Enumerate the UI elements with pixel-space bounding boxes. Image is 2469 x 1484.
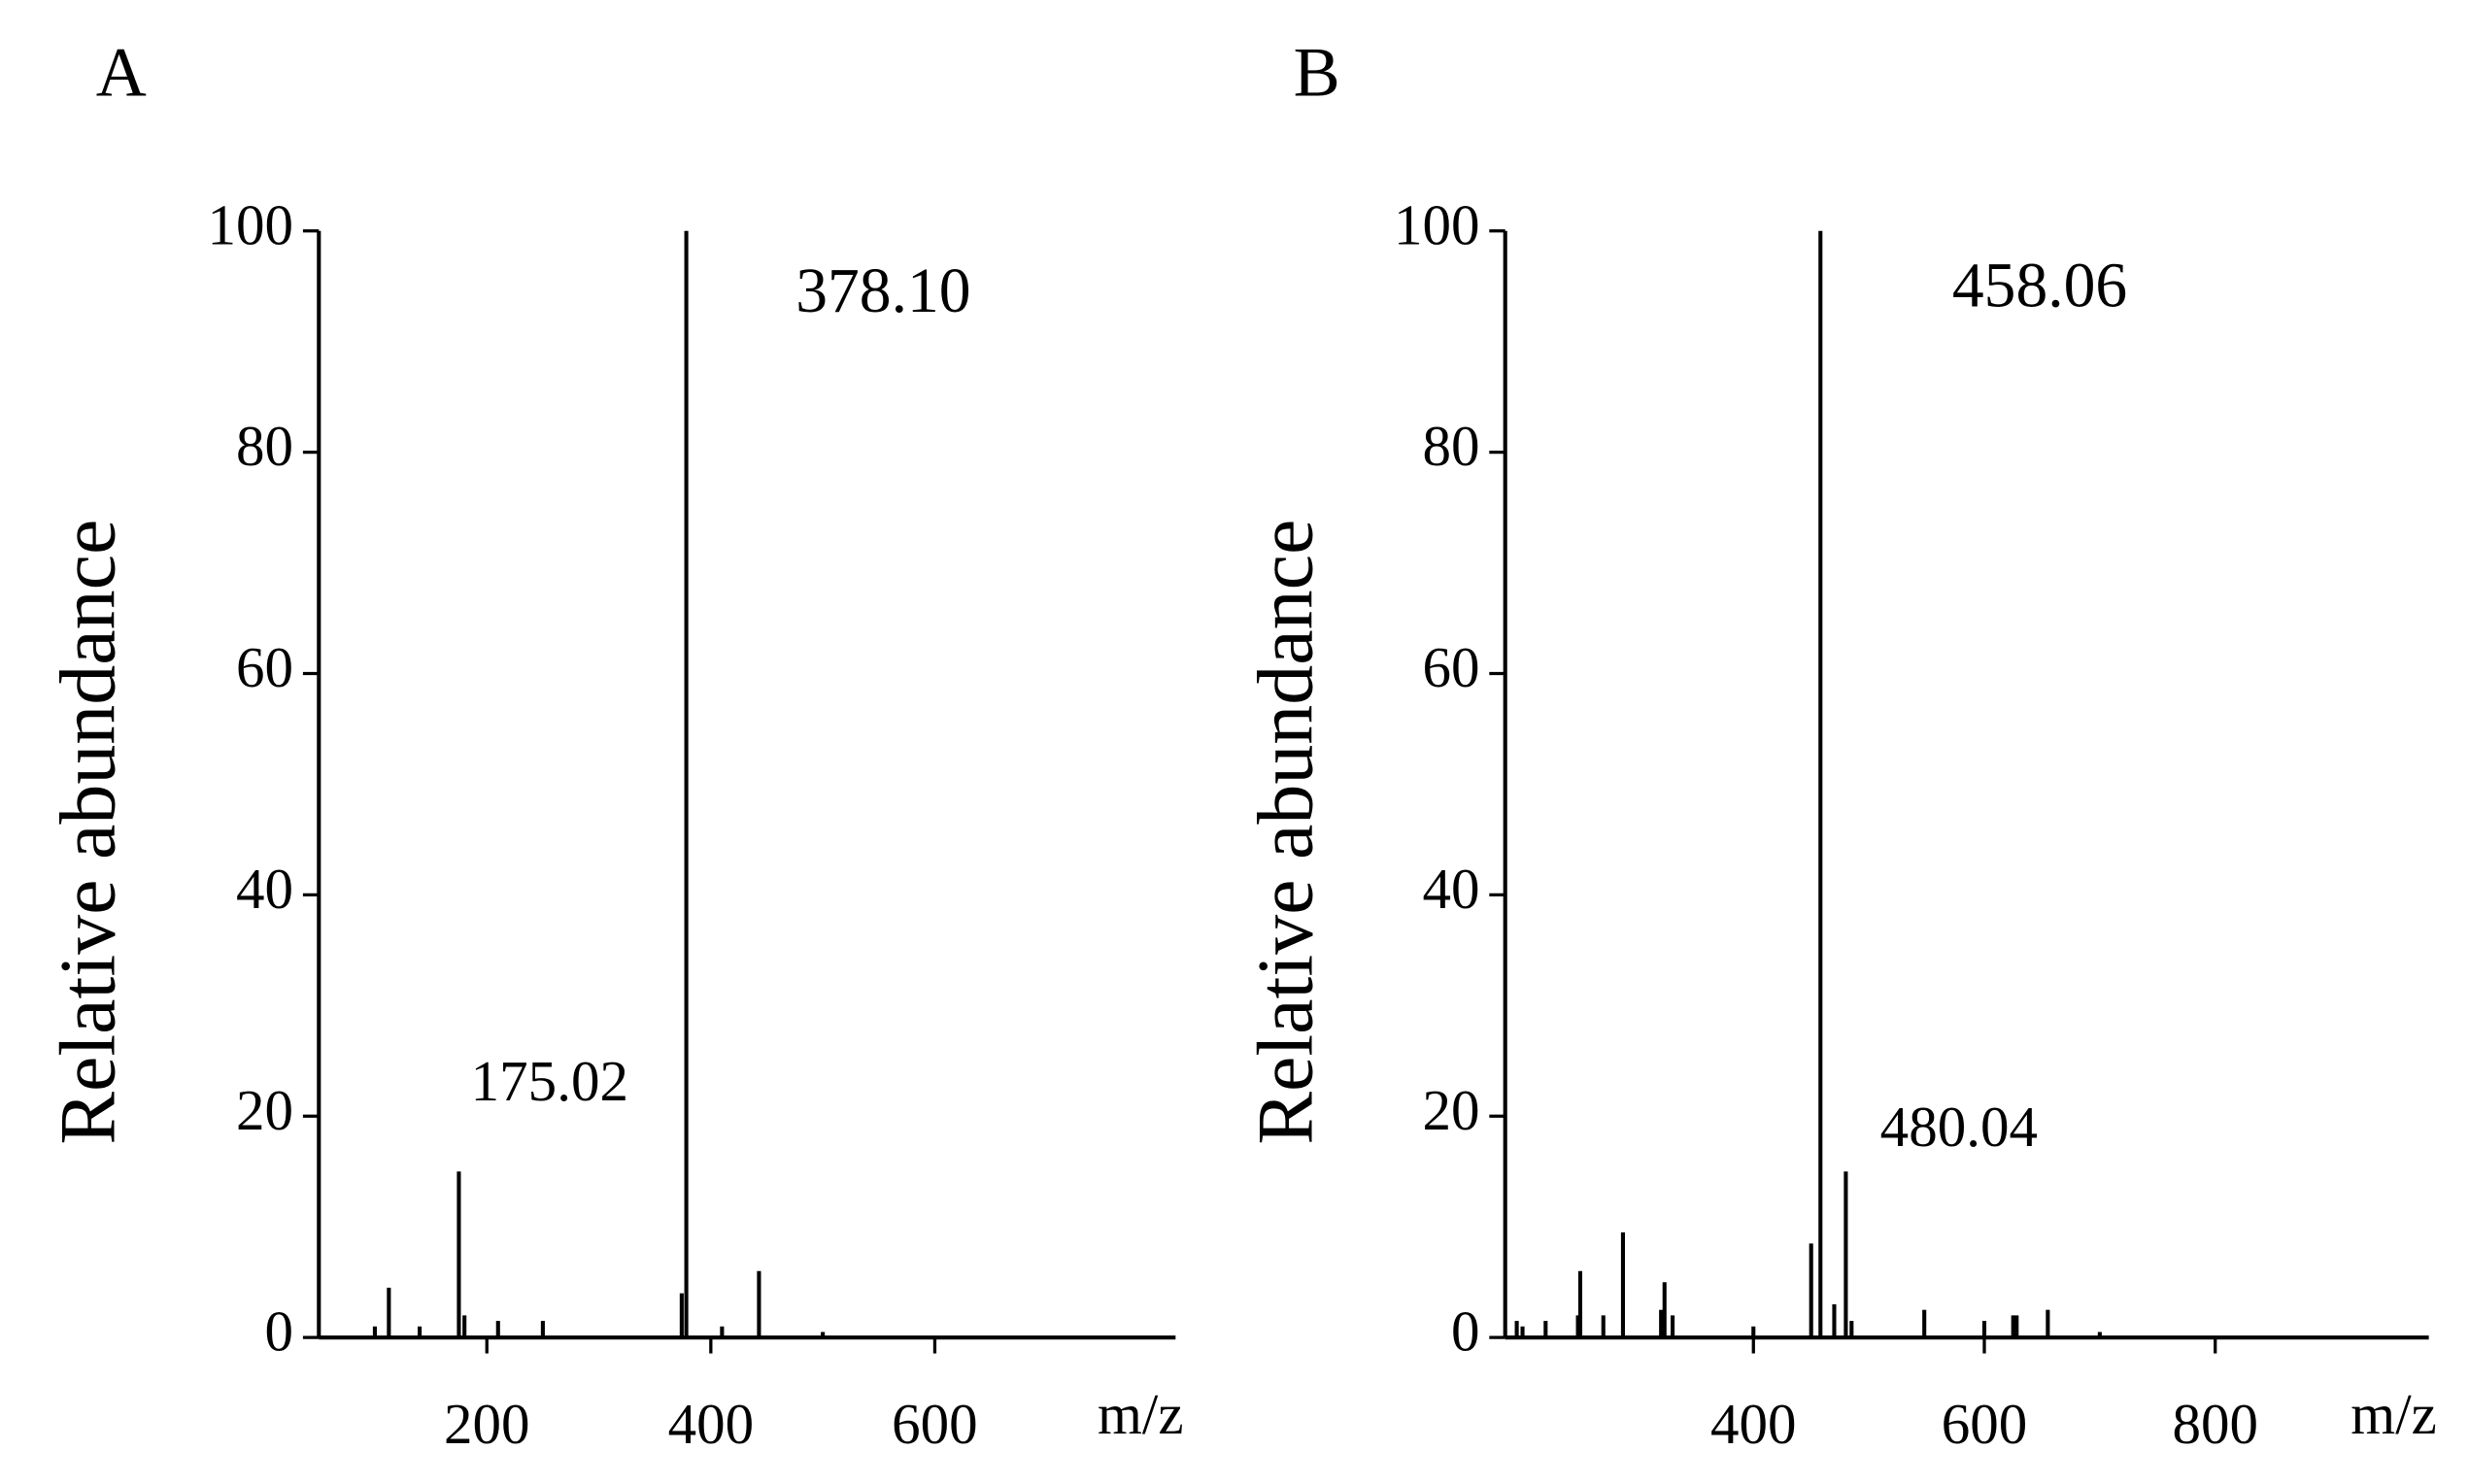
y-axis-title: Relative abundance [44,520,132,1145]
x-tick-label: 600 [1942,1392,2028,1456]
panel-label: B [1294,34,1340,112]
peak-annotation: 378.10 [795,256,970,326]
peak-annotation: 175.02 [471,1049,628,1113]
peak-annotation: 480.04 [1880,1095,2038,1159]
y-tick-label: 20 [236,1078,293,1142]
y-tick-label: 80 [1422,414,1479,478]
peak-annotation: 458.06 [1952,251,2127,320]
y-tick-label: 60 [1422,635,1479,699]
y-tick-label: 60 [236,635,293,699]
y-tick-label: 80 [236,414,293,478]
y-tick-label: 0 [1451,1299,1480,1364]
y-tick-label: 40 [236,857,293,921]
x-tick-label: 400 [668,1392,755,1456]
x-tick-label: 400 [1710,1392,1797,1456]
x-tick-label: 600 [892,1392,978,1456]
x-tick-label: 800 [2172,1392,2258,1456]
y-tick-label: 40 [1422,857,1479,921]
y-tick-label: 100 [1394,192,1480,256]
x-tick-label: 200 [444,1392,530,1456]
y-axis-title: Relative abundance [1240,520,1329,1145]
x-axis-title: m/z [1098,1382,1184,1446]
x-axis-title: m/z [2351,1382,2437,1446]
y-tick-label: 0 [265,1299,294,1364]
panel-label: A [96,34,147,112]
y-tick-label: 100 [208,192,294,256]
y-tick-label: 20 [1422,1078,1479,1142]
